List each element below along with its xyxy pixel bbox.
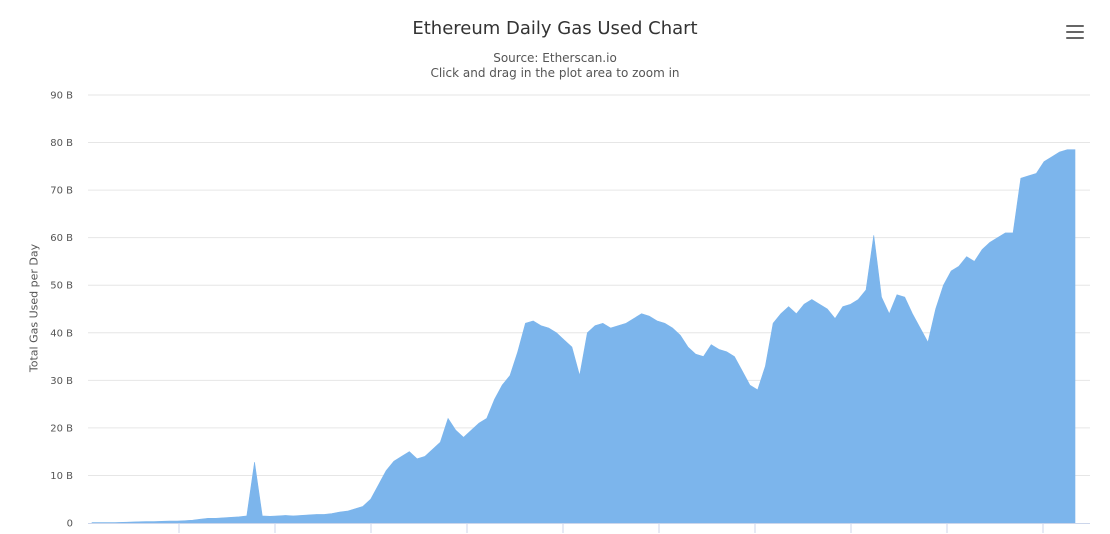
y-tick-label: 50 B <box>50 281 73 292</box>
hamburger-menu-icon[interactable] <box>1066 25 1084 39</box>
menu-bar <box>1066 30 1084 34</box>
y-tick-label: 90 B <box>50 91 73 102</box>
y-tick-label: 30 B <box>50 376 73 387</box>
y-tick-label: 80 B <box>50 138 73 149</box>
y-tick-label: 60 B <box>50 233 73 244</box>
y-tick-label: 20 B <box>50 423 73 434</box>
chart-subtitle-source: Source: Etherscan.io <box>493 51 617 65</box>
y-tick-label: 0 <box>67 519 73 530</box>
chart-title: Ethereum Daily Gas Used Chart <box>412 18 698 39</box>
chart-subtitle-hint: Click and drag in the plot area to zoom … <box>430 66 680 80</box>
gas-used-area-series[interactable] <box>91 149 1076 524</box>
y-tick-label: 40 B <box>50 328 73 339</box>
y-tick-labels: 0 10 B 20 B 30 B 40 B 50 B 60 B 70 B 80 B 90 B <box>50 91 73 530</box>
menu-bar <box>1066 25 1084 28</box>
series-layer <box>91 149 1076 524</box>
x-axis-layer <box>88 523 1090 533</box>
y-tick-label: 70 B <box>50 186 73 197</box>
menu-bar <box>1066 36 1084 39</box>
y-tick-label: 10 B <box>50 471 73 482</box>
